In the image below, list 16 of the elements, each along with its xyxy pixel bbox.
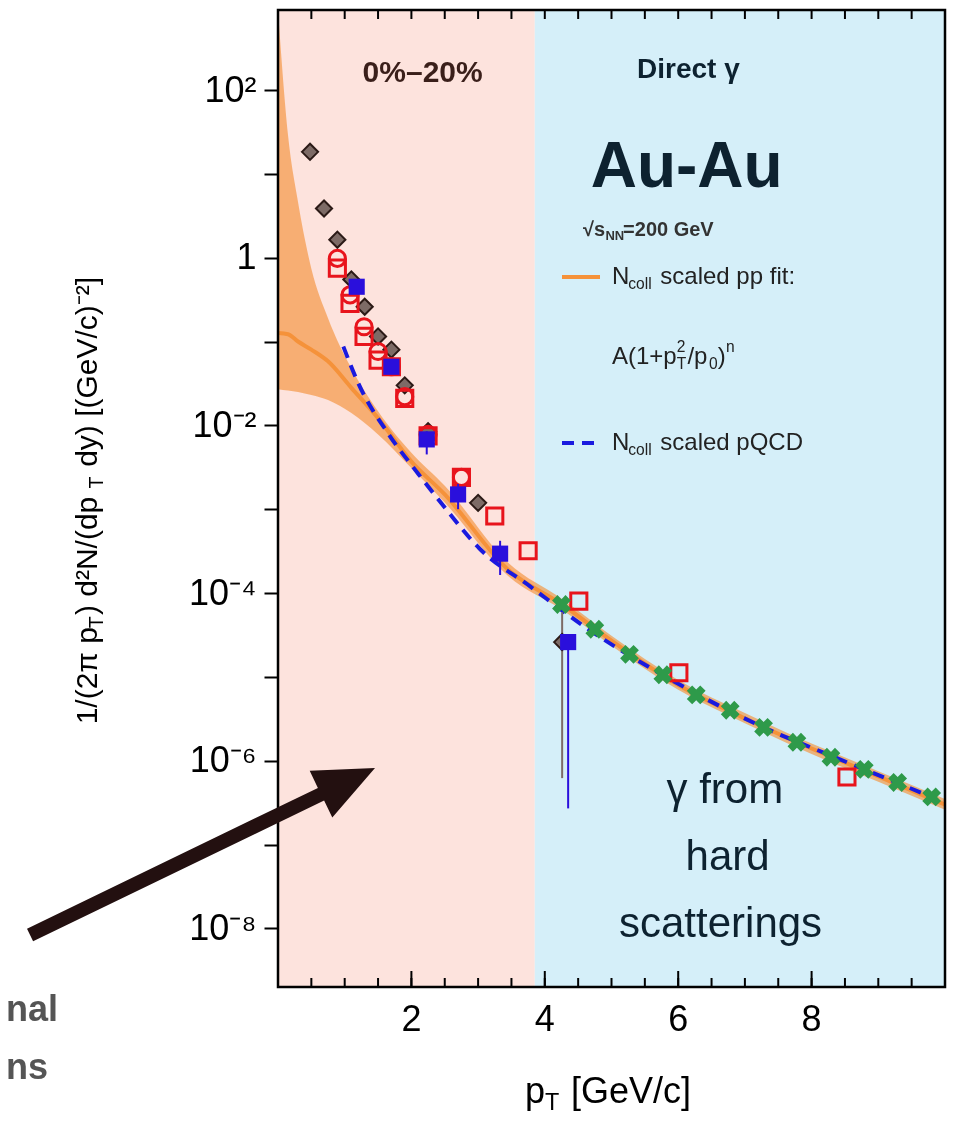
- y-tick-label: 1: [236, 236, 257, 278]
- x-tick-label: 6: [668, 998, 689, 1039]
- x-tick-label: 4: [534, 998, 555, 1039]
- text: nal ns: [6, 988, 59, 1087]
- annotation: Direct γ: [637, 53, 741, 84]
- x-tick-label: 8: [801, 998, 822, 1039]
- annotation: Au-Au: [590, 129, 783, 201]
- y-tick-label: 10⁻²: [192, 403, 257, 445]
- y-axis-title: 1/(2π pT) d²N/(dpT dy) [(GeV/c)⁻²]: [70, 276, 107, 725]
- y-tick-label: 10⁻⁴: [188, 571, 257, 613]
- y-tick-label: 10⁻⁸: [189, 906, 257, 948]
- y-tick-label: 10²: [204, 68, 257, 110]
- y-tick-label: 10⁻⁶: [189, 739, 257, 781]
- annotation: γ from hard scatterings: [619, 765, 823, 947]
- x-tick-label: 2: [401, 998, 422, 1039]
- annotation: 0%–20%: [362, 55, 483, 88]
